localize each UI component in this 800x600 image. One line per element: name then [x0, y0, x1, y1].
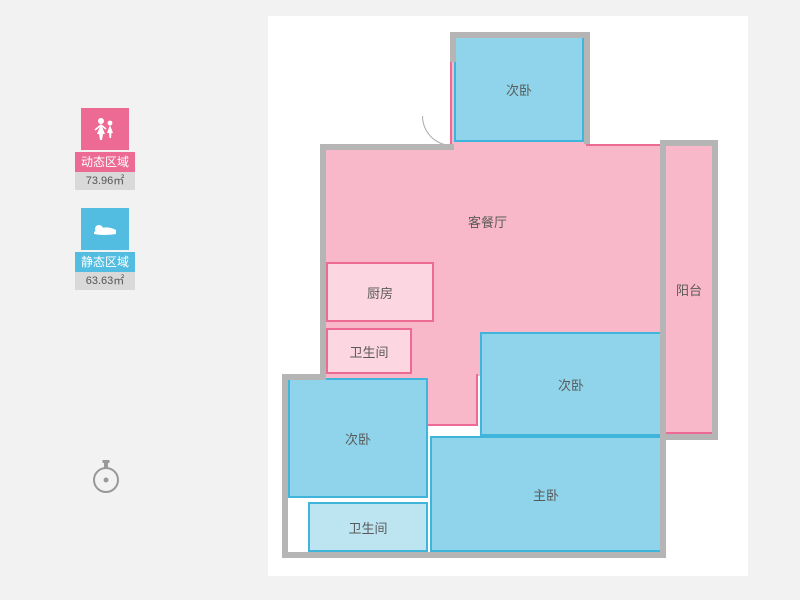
door-arc — [422, 116, 452, 146]
wall-segment — [282, 374, 288, 556]
legend-dynamic-label: 动态区域 — [75, 152, 135, 172]
wall-segment — [282, 552, 666, 558]
room-master: 主卧 — [430, 436, 662, 552]
room-kitchen: 厨房 — [326, 262, 434, 322]
room-balcony-label: 阳台 — [676, 280, 702, 299]
legend-static-label: 静态区域 — [75, 252, 135, 272]
wall-segment — [320, 144, 454, 150]
sleep-icon — [81, 208, 129, 250]
wall-segment — [282, 374, 326, 380]
wall-segment — [712, 140, 718, 438]
floor-plan: 客餐厅 阳台 厨房 卫生间 次卧 次卧 次卧 主卧 卫生间 — [268, 16, 748, 576]
wall-segment — [660, 434, 718, 440]
room-balcony: 阳台 — [664, 144, 714, 434]
room-bed-left: 次卧 — [288, 378, 428, 498]
compass-icon — [88, 460, 124, 496]
room-bath2-label: 卫生间 — [348, 518, 387, 537]
legend-static-value: 63.63㎡ — [75, 272, 135, 290]
room-master-label: 主卧 — [533, 485, 559, 504]
people-icon — [81, 108, 129, 150]
legend-static: 静态区域 63.63㎡ — [75, 208, 135, 290]
room-bath1-label: 卫生间 — [349, 342, 388, 361]
room-kitchen-label: 厨房 — [367, 283, 393, 302]
room-bath2: 卫生间 — [308, 502, 428, 552]
room-living-label: 客餐厅 — [468, 212, 507, 231]
room-bed-right-label: 次卧 — [558, 375, 584, 394]
wall-segment — [660, 140, 718, 146]
room-bed-top: 次卧 — [454, 36, 584, 142]
room-bed-left-label: 次卧 — [345, 429, 371, 448]
wall-segment — [660, 142, 666, 438]
wall-segment — [450, 32, 456, 62]
room-bed-top-label: 次卧 — [506, 80, 532, 99]
wall-segment — [450, 32, 590, 38]
legend-dynamic: 动态区域 73.96㎡ — [75, 108, 135, 190]
wall-segment — [320, 144, 326, 378]
legend-panel: 动态区域 73.96㎡ 静态区域 63.63㎡ — [75, 108, 135, 308]
legend-dynamic-value: 73.96㎡ — [75, 172, 135, 190]
wall-segment — [660, 434, 666, 556]
wall-segment — [584, 32, 590, 144]
room-bath1: 卫生间 — [326, 328, 412, 374]
room-bed-right: 次卧 — [480, 332, 662, 436]
